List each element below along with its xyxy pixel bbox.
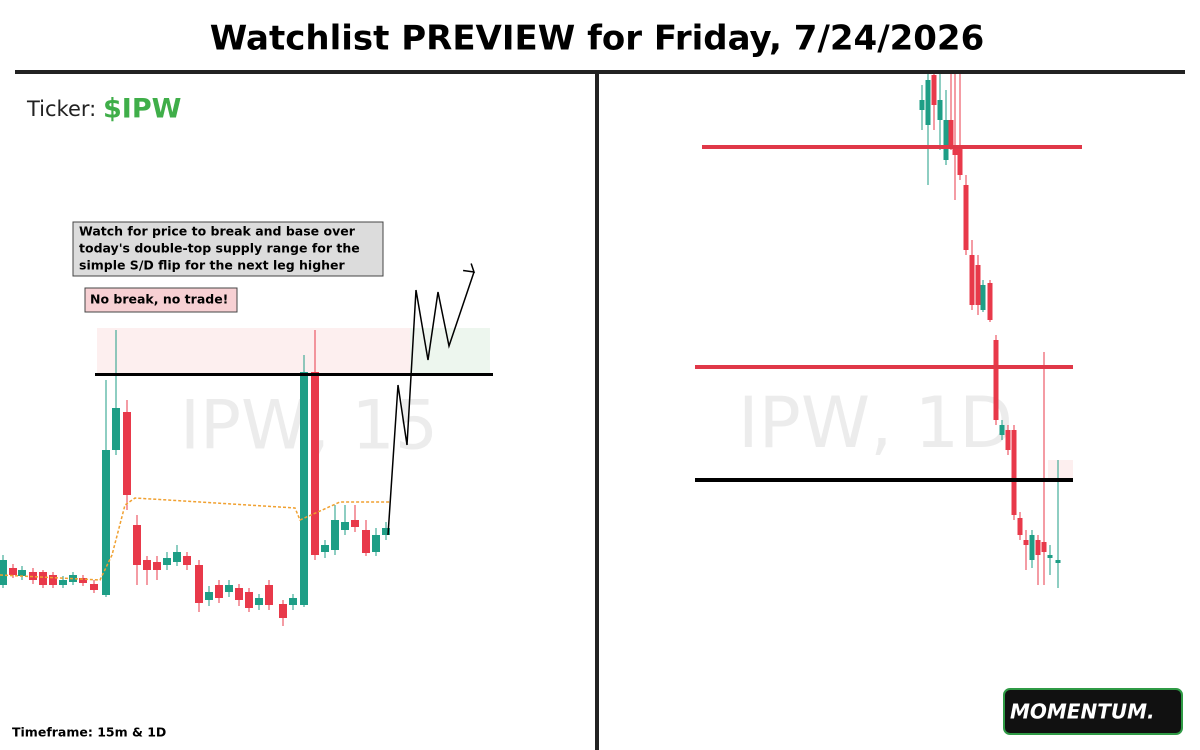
candle <box>999 425 1005 435</box>
candle <box>980 285 986 310</box>
candle <box>18 570 26 576</box>
divider <box>595 74 599 750</box>
candle <box>90 584 98 590</box>
logo: MOMENTUM. <box>1010 700 1155 724</box>
supply-zone <box>1048 460 1073 480</box>
warning-box <box>84 287 238 313</box>
level-line <box>695 478 1073 482</box>
projection-arrow <box>387 271 475 536</box>
candle <box>183 556 191 565</box>
candle <box>321 545 329 552</box>
note-box <box>72 221 384 277</box>
candle <box>215 585 223 598</box>
ticker: $IPW <box>103 94 181 125</box>
candle <box>79 578 87 583</box>
candle <box>1023 540 1029 545</box>
candle <box>993 340 999 420</box>
level-line <box>695 365 1073 369</box>
candle <box>225 585 233 592</box>
candle <box>133 525 141 565</box>
ticker-label: Ticker: <box>26 97 96 121</box>
candle <box>987 283 993 320</box>
candle <box>102 450 110 595</box>
candle <box>245 592 253 608</box>
candle <box>0 560 7 585</box>
watermark: IPW, 1D <box>738 382 1013 464</box>
candle <box>1035 540 1041 555</box>
candle <box>919 100 925 110</box>
candle <box>49 575 57 585</box>
candle <box>265 585 273 605</box>
candle <box>143 560 151 570</box>
candle <box>255 598 263 605</box>
candle <box>112 408 120 450</box>
candle <box>331 520 339 550</box>
candle <box>1047 555 1053 558</box>
candle <box>362 530 370 553</box>
candle <box>123 412 131 495</box>
candle <box>289 598 297 605</box>
candle <box>29 572 37 580</box>
level-line <box>95 373 493 376</box>
candle <box>1017 518 1023 535</box>
header-rule <box>15 70 1185 74</box>
supply-zone <box>97 328 410 375</box>
candle <box>351 520 359 527</box>
level-line <box>702 145 1082 149</box>
flip-zone <box>410 328 490 375</box>
candle <box>163 558 171 565</box>
candle <box>937 100 943 120</box>
candles-15m <box>0 330 390 626</box>
candle <box>1055 560 1061 563</box>
candle <box>931 75 937 105</box>
vwap <box>0 497 390 581</box>
candle <box>1041 542 1047 552</box>
candle <box>300 372 308 605</box>
candles-1d <box>919 74 1061 588</box>
candle <box>1005 430 1011 450</box>
candle <box>1029 535 1035 560</box>
candle <box>957 147 963 175</box>
title: Watchlist PREVIEW for Friday, 7/24/2026 <box>210 19 985 59</box>
candle <box>153 562 161 570</box>
timeframe: Timeframe: 15m & 1D <box>12 725 166 740</box>
candle <box>59 580 67 585</box>
candle <box>372 535 380 552</box>
arrow-head <box>463 263 476 273</box>
note-line: simple S/D flip for the next leg higher <box>79 258 346 273</box>
candle <box>925 80 931 125</box>
candle <box>963 185 969 250</box>
warning: No break, no trade! <box>90 292 228 307</box>
candle <box>9 568 17 575</box>
note-line: Watch for price to break and base over <box>79 224 356 239</box>
candle <box>969 255 975 305</box>
candle <box>173 552 181 562</box>
candle <box>341 522 349 530</box>
logo-badge <box>1003 688 1183 735</box>
candle <box>382 528 390 535</box>
candle <box>205 592 213 600</box>
candle <box>195 565 203 603</box>
candle <box>943 120 949 160</box>
candle <box>235 588 243 600</box>
candle <box>975 265 981 305</box>
candle <box>1011 430 1017 515</box>
candle <box>952 145 958 155</box>
note-line: today's double-top supply range for the <box>79 241 360 256</box>
candle <box>948 120 954 145</box>
candle <box>39 572 47 585</box>
candle <box>279 604 287 618</box>
candle <box>311 372 319 555</box>
candle <box>69 575 77 582</box>
